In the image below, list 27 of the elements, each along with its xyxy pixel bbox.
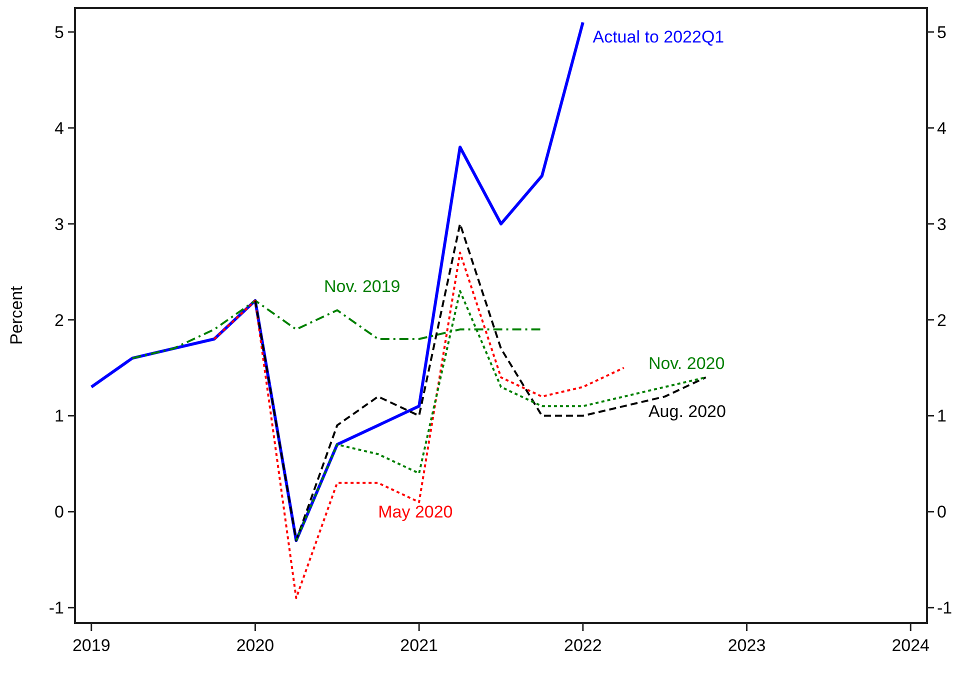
x-tick-label: 2020: [236, 636, 274, 655]
y2-tick-label: 1: [937, 406, 946, 426]
series-label: Nov. 2019: [324, 277, 400, 296]
series-label: Aug. 2020: [648, 402, 726, 421]
series-label: Nov. 2020: [648, 354, 725, 373]
y-tick-label: -1: [48, 598, 64, 618]
y-tick-label: 0: [54, 502, 64, 522]
x-tick-label: 2023: [728, 636, 766, 655]
y-tick-label: 2: [54, 310, 64, 330]
series-label: May 2020: [378, 502, 453, 522]
y2-tick-label: -1: [937, 598, 952, 618]
y2-tick-label: 3: [937, 214, 946, 234]
y2-tick-label: 0: [937, 502, 946, 522]
y-tick-label: 5: [54, 22, 64, 42]
series-label: Actual to 2022Q1: [592, 28, 724, 47]
y-tick-label: 4: [54, 118, 64, 138]
x-tick-label: 2024: [892, 636, 930, 655]
y-tick-label: 3: [54, 214, 64, 234]
y2-tick-label: 4: [937, 118, 946, 138]
x-tick-label: 2021: [400, 636, 438, 655]
y-axis-title: Percent: [7, 286, 26, 345]
x-tick-label: 2019: [72, 636, 110, 655]
y-tick-label: 1: [54, 406, 64, 426]
line-series: [213, 252, 625, 600]
y2-tick-label: 2: [937, 310, 946, 330]
x-tick-label: 2022: [564, 636, 602, 655]
y2-tick-label: 5: [937, 22, 946, 42]
